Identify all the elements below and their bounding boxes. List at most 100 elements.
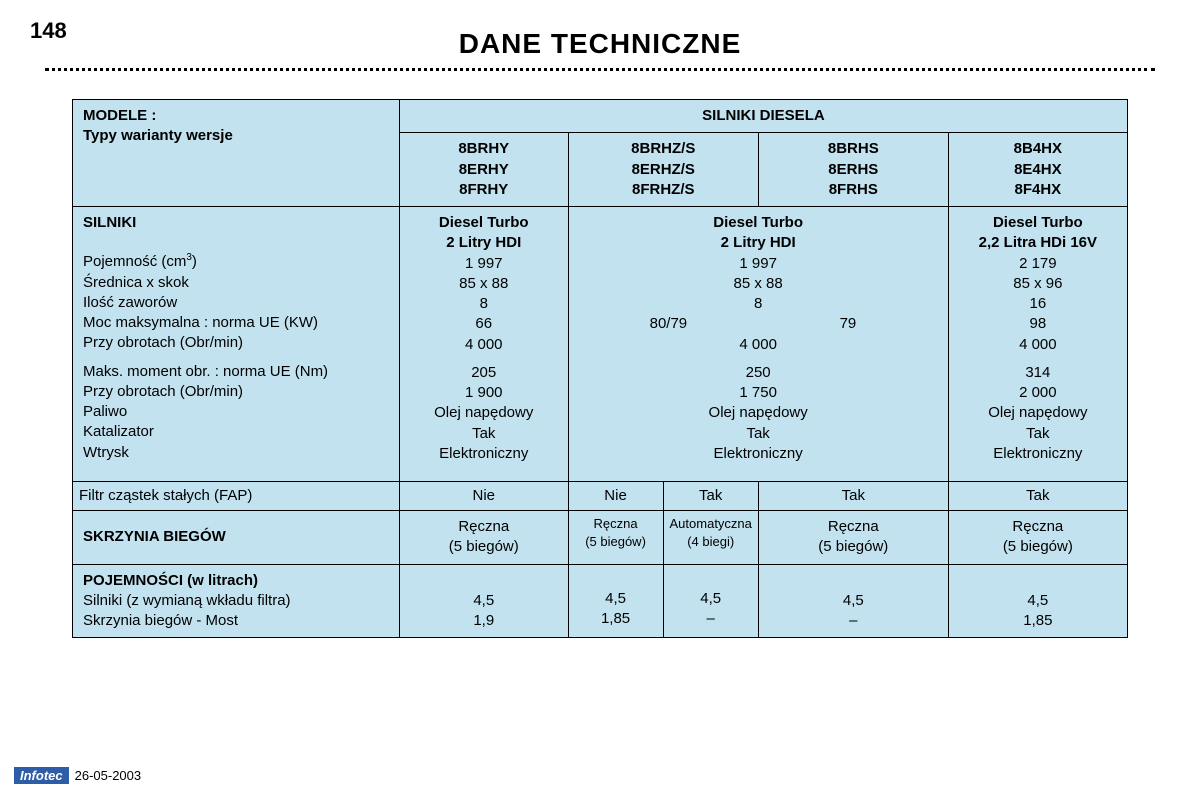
c4-zaw: 16 [959, 294, 1117, 314]
c4-wtr: Elektroniczny [959, 444, 1117, 464]
col2-l1: 8BRHZ/S [579, 139, 748, 159]
capacities-c1: 4,5 1,9 [399, 564, 568, 638]
c23-sred: 85 x 88 [579, 274, 938, 294]
c23-pal: Olej napędowy [579, 403, 938, 423]
engines-section-label: SILNIKI [83, 213, 389, 233]
divider-dots [45, 68, 1155, 71]
engine-name-1: Diesel Turbo2 Litry HDI [410, 213, 558, 254]
engines-labels: SILNIKI Pojemność (cm3) Średnica x skok … [73, 207, 400, 482]
label-wtrysk: Wtrysk [83, 443, 389, 463]
c23-obr1: 4 000 [579, 335, 938, 355]
page-title: DANE TECHNICZNE [0, 0, 1200, 60]
c23-moc: 80/79 79 [579, 314, 938, 334]
c23-obr2: 1 750 [579, 383, 938, 403]
c4-pal: Olej napędowy [959, 403, 1117, 423]
c23-poj: 1 997 [579, 254, 938, 274]
gearbox-label: SKRZYNIA BIEGÓW [73, 511, 400, 565]
col-header-2: 8BRHZ/S 8ERHZ/S 8FRHZ/S [568, 133, 758, 207]
label-obr2: Przy obrotach (Obr/min) [83, 382, 389, 402]
c1-mom: 205 [410, 363, 558, 383]
col3-l1: 8BRHS [769, 139, 938, 159]
c4-obr2: 2 000 [959, 383, 1117, 403]
col1-l2: 8ERHY [410, 160, 558, 180]
c23-moc-b: 79 [758, 314, 938, 334]
capacities-labels: POJEMNOŚCI (w litrach) Silniki (z wymian… [73, 564, 400, 638]
c1-obr2: 1 900 [410, 383, 558, 403]
fap-c2b: Tak [663, 481, 758, 510]
cap-c2a-r1: 4,5 [575, 589, 657, 609]
c1-moc: 66 [410, 314, 558, 334]
label-moment: Maks. moment obr. : norma UE (Nm) [83, 362, 389, 382]
models-label-1: MODELE : [83, 106, 389, 126]
table-row: MODELE : Typy warianty wersje SILNIKI DI… [73, 100, 1128, 133]
c1-kat: Tak [410, 424, 558, 444]
footer-brand: Infotec [14, 767, 69, 784]
c23-wtr: Elektroniczny [579, 444, 938, 464]
c23-moc-a: 80/79 [579, 314, 759, 334]
c23-kat: Tak [579, 424, 938, 444]
footer-date: 26-05-2003 [75, 768, 142, 783]
col3-l2: 8ERHS [769, 160, 938, 180]
c4-moc: 98 [959, 314, 1117, 334]
page-number: 148 [30, 18, 67, 44]
capacities-row2-label: Skrzynia biegów - Most [83, 611, 389, 631]
col1-l1: 8BRHY [410, 139, 558, 159]
engine-name-23: Diesel Turbo2 Litry HDI [579, 213, 938, 254]
col3-l3: 8FRHS [769, 180, 938, 200]
cap-c3-r2: – [769, 611, 938, 631]
col2-l3: 8FRHZ/S [579, 180, 748, 200]
col4-l1: 8B4HX [959, 139, 1117, 159]
capacities-c3: 4,5 – [758, 564, 948, 638]
capacities-c2b: 4,5 – [663, 564, 758, 638]
col-header-3: 8BRHS 8ERHS 8FRHS [758, 133, 948, 207]
label-paliwo: Paliwo [83, 402, 389, 422]
c23-zaw: 8 [579, 294, 938, 314]
cap-c3-r1: 4,5 [769, 591, 938, 611]
models-label-2: Typy warianty wersje [83, 126, 389, 146]
c1-zaw: 8 [410, 294, 558, 314]
engines-col23: Diesel Turbo2 Litry HDI 1 997 85 x 88 8 … [568, 207, 948, 482]
col1-l3: 8FRHY [410, 180, 558, 200]
col2-l2: 8ERHZ/S [579, 160, 748, 180]
engines-col4: Diesel Turbo2,2 Litra HDi 16V 2 179 85 x… [948, 207, 1127, 482]
spec-table: MODELE : Typy warianty wersje SILNIKI DI… [72, 99, 1128, 638]
table-row: Filtr cząstek stałych (FAP) Nie Nie Tak … [73, 481, 1128, 510]
gearbox-c1: Ręczna(5 biegów) [399, 511, 568, 565]
c1-obr1: 4 000 [410, 335, 558, 355]
gearbox-c3: Ręczna(5 biegów) [758, 511, 948, 565]
col4-l3: 8F4HX [959, 180, 1117, 200]
capacities-row1-label: Silniki (z wymianą wkładu filtra) [83, 591, 389, 611]
engine-name-4: Diesel Turbo2,2 Litra HDi 16V [959, 213, 1117, 254]
capacities-section-label: POJEMNOŚCI (w litrach) [83, 571, 389, 591]
spec-table-wrap: MODELE : Typy warianty wersje SILNIKI DI… [72, 99, 1128, 638]
c4-poj: 2 179 [959, 254, 1117, 274]
cap-c2a-r2: 1,85 [575, 609, 657, 629]
col-header-1: 8BRHY 8ERHY 8FRHY [399, 133, 568, 207]
label-obr1: Przy obrotach (Obr/min) [83, 333, 389, 353]
label-zawory: Ilość zaworów [83, 293, 389, 313]
capacities-c4: 4,5 1,85 [948, 564, 1127, 638]
cap-c1-r1: 4,5 [410, 591, 558, 611]
fap-c3: Tak [758, 481, 948, 510]
label-srednica: Średnica x skok [83, 273, 389, 293]
fap-c4: Tak [948, 481, 1127, 510]
gearbox-c2b: Automatyczna(4 biegi) [663, 511, 758, 565]
c1-poj: 1 997 [410, 254, 558, 274]
cap-c4-r1: 4,5 [959, 591, 1117, 611]
table-row: SILNIKI Pojemność (cm3) Średnica x skok … [73, 207, 1128, 482]
super-header: SILNIKI DIESELA [399, 100, 1127, 133]
label-moc: Moc maksymalna : norma UE (KW) [83, 313, 389, 333]
table-row: SKRZYNIA BIEGÓW Ręczna(5 biegów) Ręczna(… [73, 511, 1128, 565]
cap-c1-r2: 1,9 [410, 611, 558, 631]
header-models: MODELE : Typy warianty wersje [73, 100, 400, 207]
fap-c2a: Nie [568, 481, 663, 510]
c4-mom: 314 [959, 363, 1117, 383]
gearbox-c4: Ręczna(5 biegów) [948, 511, 1127, 565]
fap-c1: Nie [399, 481, 568, 510]
c1-pal: Olej napędowy [410, 403, 558, 423]
label-kat: Katalizator [83, 422, 389, 442]
cap-c2b-r2: – [670, 609, 752, 629]
c4-sred: 85 x 96 [959, 274, 1117, 294]
fap-label: Filtr cząstek stałych (FAP) [73, 481, 400, 510]
capacities-c2a: 4,5 1,85 [568, 564, 663, 638]
